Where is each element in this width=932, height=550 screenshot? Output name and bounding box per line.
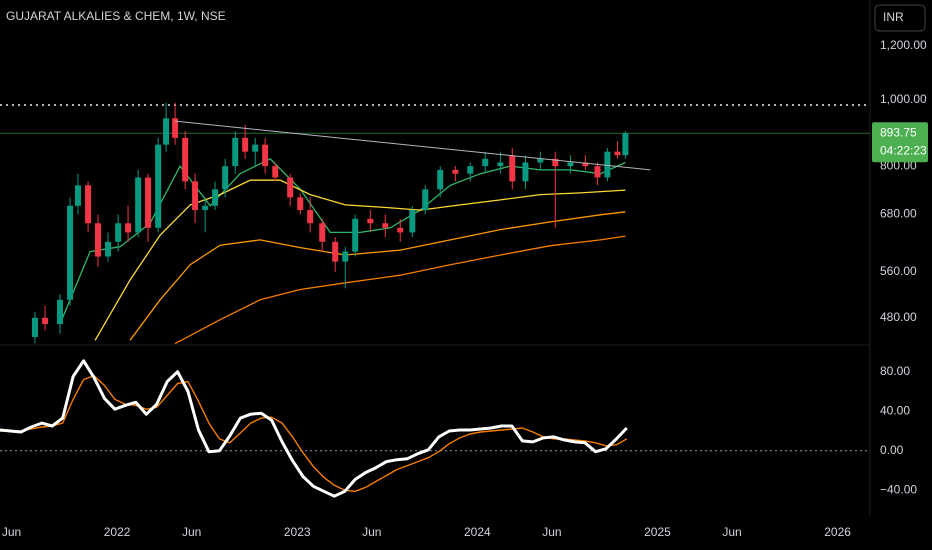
candle-body [252,144,259,152]
candle-body [467,166,474,174]
candle-body [145,177,152,228]
candle-body [287,177,294,198]
moving-average [94,179,626,341]
y-tick-label: 480.00 [880,310,917,324]
candle-body [382,223,389,228]
candle-body [509,155,516,182]
candle-body [94,223,101,257]
candle-body [85,185,92,224]
candle-body [482,158,489,167]
oscillator-line [0,374,628,492]
last-price-label: 893.75 [880,125,917,139]
x-tick-label: Jun [542,525,561,539]
y-tick-label: 40.00 [880,403,910,417]
candle-body [202,205,209,211]
candle-body [67,205,74,300]
currency-label[interactable]: INR [883,10,904,24]
y-tick-label: 1,200.00 [880,38,927,52]
candle-body [307,210,314,224]
x-tick-label: Jun [182,525,201,539]
candle-body [537,158,544,163]
candle-body [172,118,179,138]
candle-body [319,223,326,242]
x-tick-label: Jun [362,525,381,539]
candle-body [135,177,142,233]
trendline [175,120,651,171]
currency-button[interactable] [874,4,926,32]
x-tick-label: 2024 [464,525,491,539]
y-tick-label: 1,000.00 [880,92,927,106]
candle-body [409,210,416,233]
candle-body [422,189,429,211]
candle-body [242,137,249,152]
candle-body [582,162,589,167]
x-tick-label: 2025 [644,525,671,539]
x-tick-label: 2023 [284,525,311,539]
candle-body [594,166,601,178]
candle-body [352,218,359,252]
candle-body [622,133,629,156]
candle-body [614,151,621,156]
candle-body [262,144,269,167]
y-tick-label: 0.00 [880,443,904,457]
candle-body [182,137,189,182]
moving-average [59,158,626,325]
candle-body [232,137,239,167]
candle-body [497,162,504,167]
candle-body [332,241,339,262]
candle-body [567,162,574,167]
candle-body [115,223,122,242]
chart-title: GUJARAT ALKALIES & CHEM, 1W, NSE [6,9,226,23]
candle-body [367,218,374,224]
candle-body [397,227,404,233]
candle-body [155,144,162,228]
y-tick-label: 80.00 [880,364,910,378]
candle-body [105,241,112,257]
candle-body [56,299,63,325]
candle-body [297,197,304,211]
candle-body [437,169,444,190]
candle-body [552,158,559,167]
x-tick-label: Jun [722,525,741,539]
oscillator-line [0,359,628,498]
candle-body [192,181,199,211]
y-tick-label: 560.00 [880,264,917,278]
candle-body [163,118,170,145]
y-tick-label: −40.00 [880,482,917,496]
candle-body [222,166,229,190]
x-tick-label: 2022 [104,525,131,539]
candle-body [125,223,132,233]
candle-body [342,251,349,262]
candle-body [42,317,49,325]
candle-body [522,162,529,182]
last-price-badge [872,122,928,163]
candle-body [212,189,219,206]
candle-body [74,185,81,206]
candle-body [452,169,459,174]
x-tick-label: Jun [2,525,21,539]
candle-body [272,166,279,178]
moving-average [174,235,626,345]
candle-body [604,151,611,178]
candle-body [31,317,38,337]
countdown-label: 04:22:23 [880,143,927,157]
x-tick-label: 2026 [824,525,851,539]
y-tick-label: 680.00 [880,207,917,221]
